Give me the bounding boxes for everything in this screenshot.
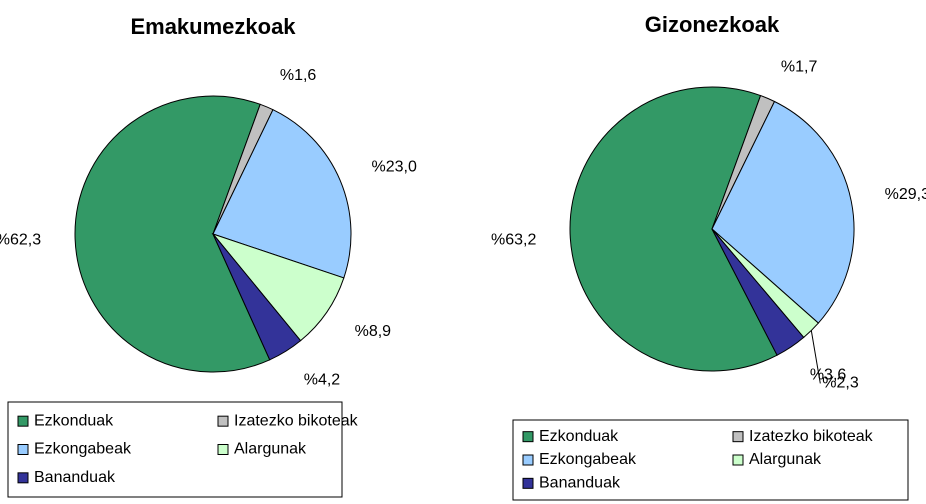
pie-slice (212, 233, 302, 361)
legend-swatch (17, 415, 29, 427)
legend-label: Alargunak (749, 451, 822, 468)
data-label: %8,9 (355, 323, 392, 340)
legend-label: Alargunak (234, 441, 307, 458)
data-label: %29,3 (885, 186, 926, 203)
data-label: %63,2 (491, 231, 536, 248)
data-label: %2,3 (822, 375, 859, 392)
legend-swatch (732, 454, 744, 466)
legend-label: Ezkonduak (539, 428, 619, 445)
legend-swatch (522, 431, 534, 443)
chart-title: Emakumezkoak (130, 14, 296, 39)
data-label: %62,3 (0, 232, 41, 249)
data-label: %23,0 (372, 158, 417, 175)
legend-swatch (522, 454, 534, 466)
pie-slice (711, 228, 805, 356)
pie-slice (212, 109, 352, 279)
pie-slice (74, 95, 271, 373)
legend-label: Bananduak (539, 475, 621, 492)
legend-swatch (217, 415, 229, 427)
legend-swatch (17, 472, 29, 484)
pie-slice (711, 100, 855, 324)
legend-swatch (217, 444, 229, 455)
pie-slice (569, 86, 778, 372)
data-label: %4,2 (304, 371, 341, 388)
legend-swatch (522, 477, 534, 489)
chart-title: Gizonezkoak (645, 12, 780, 37)
legend-label: Ezkongabeak (34, 441, 132, 458)
legend-swatch (732, 431, 744, 443)
legend-box (512, 419, 909, 501)
legend-box (7, 401, 343, 498)
leader-line (810, 330, 821, 384)
legend-swatch (17, 444, 29, 455)
legend-label: Ezkongabeak (539, 451, 637, 468)
legend-label: Izatezko bikoteak (234, 412, 359, 429)
data-label: %3,6 (810, 367, 847, 384)
data-label: %1,6 (280, 67, 317, 84)
data-label: %1,7 (781, 58, 818, 75)
legend-label: Ezkonduak (34, 412, 114, 429)
legend-label: Bananduak (34, 469, 116, 486)
legend-label: Izatezko bikoteak (749, 428, 874, 445)
